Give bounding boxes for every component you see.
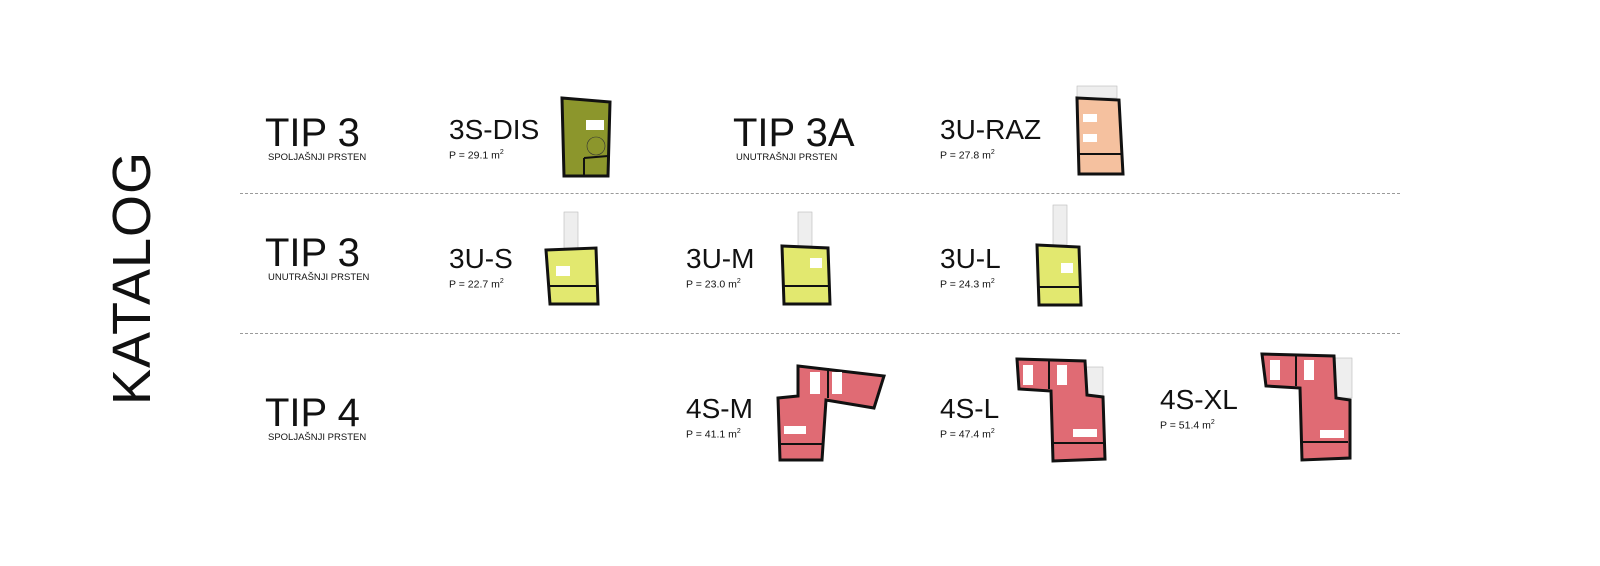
unit-3u-m: 3U-M P = 23.0 m2 [686,245,754,291]
unit-3u-l: 3U-L P = 24.3 m2 [940,245,1001,291]
group-title: TIP 3 [265,111,360,155]
unit-area: P = 24.3 m2 [940,278,995,291]
unit-name: 3U-M [686,243,755,274]
unit-area: P = 41.1 m2 [686,428,741,441]
unit-3u-s: 3U-S P = 22.7 m2 [449,245,513,291]
unit-4s-l: 4S-L P = 47.4 m2 [940,395,999,441]
catalog-title: KATALOG [102,150,162,405]
group-title: TIP 3 [265,231,360,275]
unit-name: 3U-S [449,243,513,274]
floorplan-3u-m [780,211,832,306]
unit-name: 3S-DIS [449,114,540,145]
floorplan-3u-s [544,211,600,306]
group-tip3-outer: TIP 3 SPOLJAŠNJI PRSTEN [265,111,367,163]
row-divider [240,333,1400,334]
unit-name: 4S-L [940,393,1000,424]
unit-4s-xl: 4S-XL P = 51.4 m2 [1160,386,1238,432]
unit-area: P = 29.1 m2 [449,149,504,162]
floorplan-4s-l [1015,357,1107,463]
floorplan-4s-xl [1260,352,1353,462]
unit-3s-dis: 3S-DIS P = 29.1 m2 [449,116,539,162]
group-subtitle: UNUTRAŠNJI PRSTEN [736,152,838,163]
floorplan-3s-dis [560,96,612,178]
floorplan-4s-m [776,364,886,462]
unit-area: P = 47.4 m2 [940,428,995,441]
unit-4s-m: 4S-M P = 41.1 m2 [686,395,753,441]
unit-name: 3U-RAZ [940,114,1042,145]
unit-name: 3U-L [940,243,1001,274]
unit-area: P = 23.0 m2 [686,278,741,291]
floorplan-3u-raz [1075,85,1125,176]
unit-name: 4S-XL [1160,384,1238,415]
unit-area: P = 22.7 m2 [449,278,504,291]
group-tip4-outer: TIP 4 SPOLJAŠNJI PRSTEN [265,391,367,443]
unit-3u-raz: 3U-RAZ P = 27.8 m2 [940,116,1041,162]
group-subtitle: SPOLJAŠNJI PRSTEN [268,152,367,163]
group-subtitle: SPOLJAŠNJI PRSTEN [268,432,367,443]
unit-area: P = 51.4 m2 [1160,419,1215,432]
unit-area: P = 27.8 m2 [940,149,995,162]
row-divider [240,193,1400,194]
group-title: TIP 3A [733,111,855,155]
floorplan-3u-l [1035,204,1083,307]
group-tip3-inner: TIP 3 UNUTRAŠNJI PRSTEN [265,231,370,283]
group-title: TIP 4 [265,391,360,435]
group-subtitle: UNUTRAŠNJI PRSTEN [268,272,370,283]
group-tip3a-inner: TIP 3A UNUTRAŠNJI PRSTEN [733,111,855,163]
unit-name: 4S-M [686,393,753,424]
